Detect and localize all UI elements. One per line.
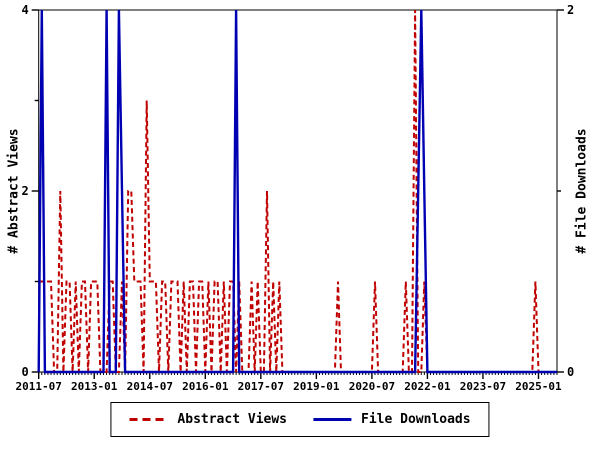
y-left-tick-label: 2 bbox=[21, 184, 28, 198]
x-tick-label: 2011-07 bbox=[16, 380, 62, 393]
file-downloads-line-sample bbox=[313, 418, 351, 421]
legend-label-abstract-views: Abstract Views bbox=[177, 412, 287, 427]
legend-item-file-downloads: File Downloads bbox=[313, 412, 471, 427]
legend: Abstract Views File Downloads bbox=[110, 402, 490, 437]
left-axis-title: # Abstract Views bbox=[6, 128, 22, 254]
x-tick-label: 2017-07 bbox=[238, 380, 284, 393]
right-axis-title: # File Downloads bbox=[574, 128, 590, 254]
abstract-views-line-sample bbox=[129, 418, 168, 421]
legend-label-file-downloads: File Downloads bbox=[361, 412, 471, 427]
x-tick-label: 2025-01 bbox=[515, 380, 562, 393]
y-left-tick-label: 4 bbox=[21, 3, 28, 17]
x-tick-label: 2020-07 bbox=[349, 380, 395, 393]
y-right-tick-label: 0 bbox=[567, 365, 574, 379]
file-downloads-line bbox=[37, 9, 557, 374]
x-tick-label: 2023-07 bbox=[460, 380, 506, 393]
x-tick-label: 2019-01 bbox=[293, 380, 340, 393]
x-tick-label: 2014-07 bbox=[127, 380, 173, 393]
x-tick-label: 2016-01 bbox=[182, 380, 229, 393]
legend-item-abstract-views: Abstract Views bbox=[129, 412, 287, 427]
y-left-tick-label: 0 bbox=[21, 365, 28, 379]
x-tick-label: 2013-01 bbox=[71, 380, 118, 393]
x-tick-label: 2022-01 bbox=[404, 380, 451, 393]
y-right-tick-label: 2 bbox=[567, 3, 574, 17]
